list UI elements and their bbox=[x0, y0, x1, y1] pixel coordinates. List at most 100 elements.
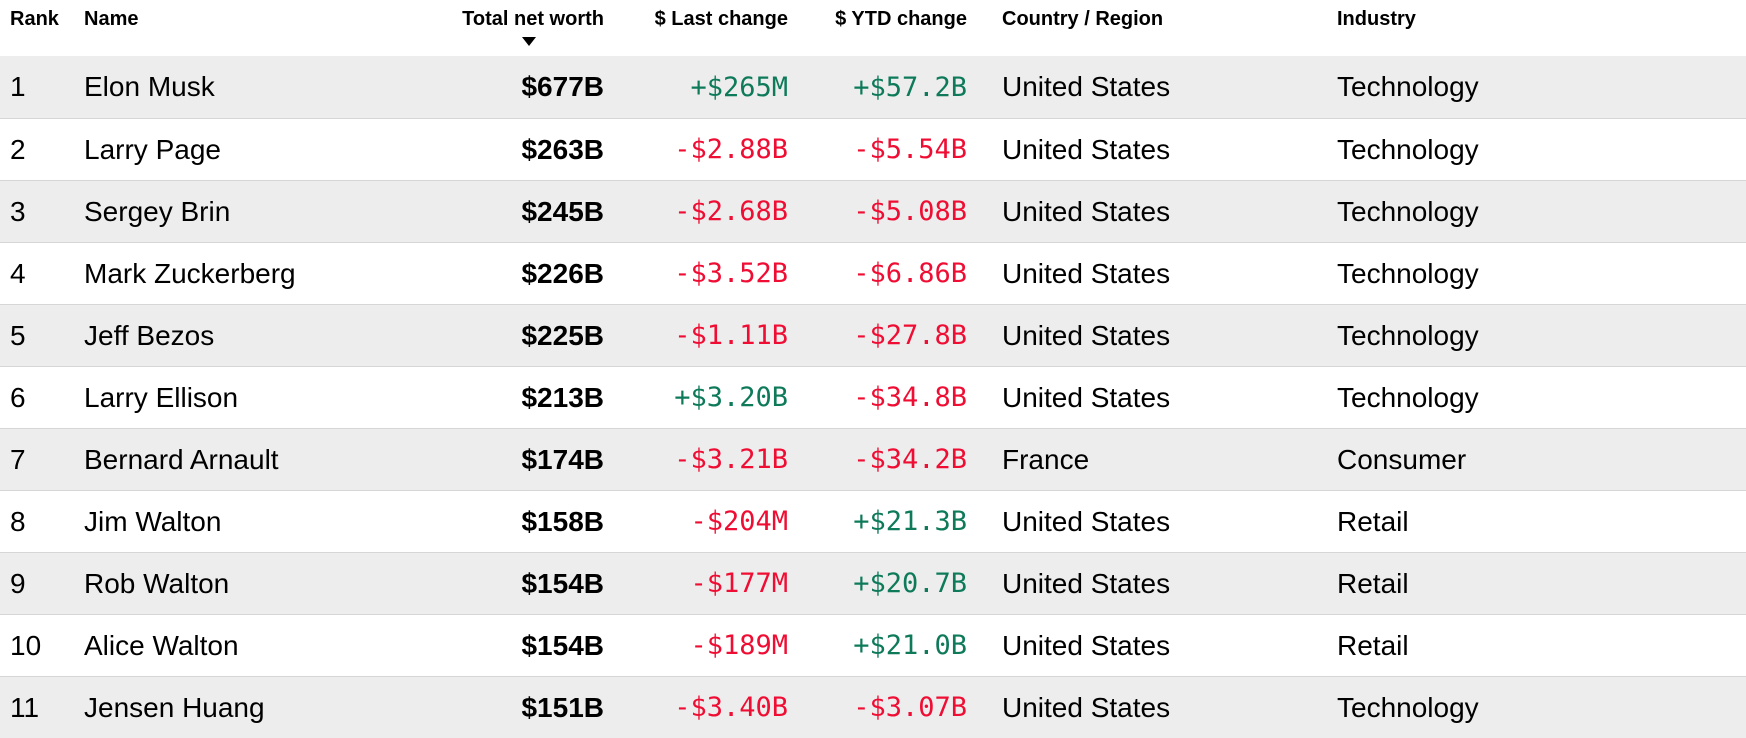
table-row[interactable]: 5 Jeff Bezos $225B -$1.11B -$27.8B Unite… bbox=[0, 304, 1746, 366]
industry-cell: Retail bbox=[1337, 505, 1409, 537]
name-cell: Jim Walton bbox=[84, 505, 222, 537]
last-change-cell: -$1.11B bbox=[674, 320, 788, 351]
country-cell: United States bbox=[1002, 71, 1171, 102]
industry-cell: Retail bbox=[1337, 567, 1409, 599]
sort-descending-icon bbox=[522, 37, 536, 46]
ytd-change-cell: +$57.2B bbox=[853, 71, 967, 103]
last-change-cell: -$204M bbox=[690, 506, 788, 537]
column-header-industry[interactable]: Industry bbox=[1337, 8, 1416, 30]
net-worth-cell: $225B bbox=[521, 319, 604, 351]
name-cell: Larry Ellison bbox=[84, 381, 239, 413]
table-row[interactable]: 10 Alice Walton $154B -$189M +$21.0B Uni… bbox=[0, 614, 1746, 676]
rank-cell: 9 bbox=[10, 567, 26, 599]
table-row[interactable]: 11 Jensen Huang $151B -$3.40B -$3.07B Un… bbox=[0, 676, 1746, 738]
column-header-rank[interactable]: Rank bbox=[10, 8, 59, 30]
net-worth-cell: $151B bbox=[521, 691, 604, 723]
ytd-change-cell: -$3.07B bbox=[853, 692, 967, 723]
rank-cell: 1 bbox=[10, 71, 26, 102]
ytd-change-cell: -$5.08B bbox=[853, 196, 967, 227]
rank-cell: 8 bbox=[10, 505, 26, 537]
column-header-net-worth-label: Total net worth bbox=[462, 8, 604, 30]
last-change-cell: -$2.88B bbox=[674, 134, 788, 165]
column-header-name[interactable]: Name bbox=[84, 8, 139, 30]
table-row[interactable]: 3 Sergey Brin $245B -$2.68B -$5.08B Unit… bbox=[0, 180, 1746, 242]
rank-cell: 7 bbox=[10, 443, 26, 475]
name-cell: Mark Zuckerberg bbox=[84, 257, 296, 289]
industry-cell: Consumer bbox=[1337, 443, 1467, 475]
ytd-change-cell: +$21.0B bbox=[853, 630, 967, 661]
net-worth-cell: $677B bbox=[521, 71, 604, 102]
table-body: 1 Elon Musk $677B +$265M +$57.2B United … bbox=[0, 56, 1746, 738]
table-row[interactable]: 4 Mark Zuckerberg $226B -$3.52B -$6.86B … bbox=[0, 242, 1746, 304]
ytd-change-cell: -$5.54B bbox=[853, 134, 967, 165]
name-cell: Rob Walton bbox=[84, 567, 230, 599]
table-row[interactable]: 7 Bernard Arnault $174B -$3.21B -$34.2B … bbox=[0, 428, 1746, 490]
rank-cell: 6 bbox=[10, 381, 26, 413]
table-row[interactable]: 8 Jim Walton $158B -$204M +$21.3B United… bbox=[0, 490, 1746, 552]
country-cell: United States bbox=[1002, 629, 1171, 661]
industry-cell: Technology bbox=[1337, 319, 1479, 351]
industry-cell: Technology bbox=[1337, 381, 1479, 413]
country-cell: United States bbox=[1002, 195, 1171, 227]
last-change-cell: +$265M bbox=[690, 71, 788, 103]
column-header-country[interactable]: Country / Region bbox=[1002, 8, 1164, 30]
ytd-change-cell: +$21.3B bbox=[853, 506, 967, 537]
column-header-ytd-change[interactable]: $ YTD change bbox=[835, 8, 967, 30]
country-cell: United States bbox=[1002, 381, 1171, 413]
column-header-net-worth[interactable]: Total net worth bbox=[380, 0, 604, 46]
table-header: Rank Name Total net worth $ Last change … bbox=[0, 0, 1746, 56]
ytd-change-cell: -$6.86B bbox=[853, 258, 967, 289]
country-cell: United States bbox=[1002, 567, 1171, 599]
table-row[interactable]: 6 Larry Ellison $213B +$3.20B -$34.8B Un… bbox=[0, 366, 1746, 428]
industry-cell: Technology bbox=[1337, 195, 1479, 227]
net-worth-cell: $158B bbox=[521, 505, 604, 537]
net-worth-cell: $213B bbox=[521, 381, 604, 413]
net-worth-cell: $226B bbox=[521, 257, 604, 289]
ytd-change-cell: -$34.2B bbox=[853, 444, 967, 475]
name-cell: Jensen Huang bbox=[84, 691, 265, 723]
name-cell: Sergey Brin bbox=[84, 195, 231, 227]
table-row[interactable]: 2 Larry Page $263B -$2.88B -$5.54B Unite… bbox=[0, 118, 1746, 180]
country-cell: France bbox=[1002, 443, 1090, 475]
last-change-cell: -$189M bbox=[690, 630, 788, 661]
net-worth-cell: $154B bbox=[521, 629, 604, 661]
last-change-cell: -$177M bbox=[690, 568, 788, 599]
ytd-change-cell: -$34.8B bbox=[853, 382, 967, 413]
industry-cell: Retail bbox=[1337, 629, 1409, 661]
country-cell: United States bbox=[1002, 691, 1171, 723]
name-cell: Alice Walton bbox=[84, 629, 239, 661]
rank-cell: 11 bbox=[10, 691, 40, 723]
name-cell: Larry Page bbox=[84, 133, 221, 165]
industry-cell: Technology bbox=[1337, 133, 1479, 165]
net-worth-cell: $245B bbox=[521, 195, 604, 227]
name-cell: Bernard Arnault bbox=[84, 443, 279, 475]
country-cell: United States bbox=[1002, 319, 1171, 351]
last-change-cell: -$2.68B bbox=[674, 196, 788, 227]
rank-cell: 4 bbox=[10, 257, 26, 289]
country-cell: United States bbox=[1002, 505, 1171, 537]
net-worth-cell: $154B bbox=[521, 567, 604, 599]
rank-cell: 3 bbox=[10, 195, 26, 227]
last-change-cell: +$3.20B bbox=[674, 382, 788, 413]
net-worth-cell: $174B bbox=[521, 443, 604, 475]
ytd-change-cell: +$20.7B bbox=[853, 568, 967, 599]
name-cell: Elon Musk bbox=[84, 71, 215, 102]
rank-cell: 5 bbox=[10, 319, 26, 351]
name-cell: Jeff Bezos bbox=[84, 319, 215, 351]
rank-cell: 2 bbox=[10, 133, 26, 165]
industry-cell: Technology bbox=[1337, 691, 1479, 723]
last-change-cell: -$3.52B bbox=[674, 258, 788, 289]
column-header-last-change[interactable]: $ Last change bbox=[654, 8, 788, 30]
table-row[interactable]: 9 Rob Walton $154B -$177M +$20.7B United… bbox=[0, 552, 1746, 614]
table-row[interactable]: 1 Elon Musk $677B +$265M +$57.2B United … bbox=[0, 56, 1746, 118]
last-change-cell: -$3.40B bbox=[674, 692, 788, 723]
net-worth-cell: $263B bbox=[521, 133, 604, 165]
country-cell: United States bbox=[1002, 257, 1171, 289]
industry-cell: Technology bbox=[1337, 257, 1479, 289]
country-cell: United States bbox=[1002, 133, 1171, 165]
rank-cell: 10 bbox=[10, 629, 42, 661]
last-change-cell: -$3.21B bbox=[674, 444, 788, 475]
industry-cell: Technology bbox=[1337, 71, 1479, 102]
ytd-change-cell: -$27.8B bbox=[853, 320, 967, 351]
